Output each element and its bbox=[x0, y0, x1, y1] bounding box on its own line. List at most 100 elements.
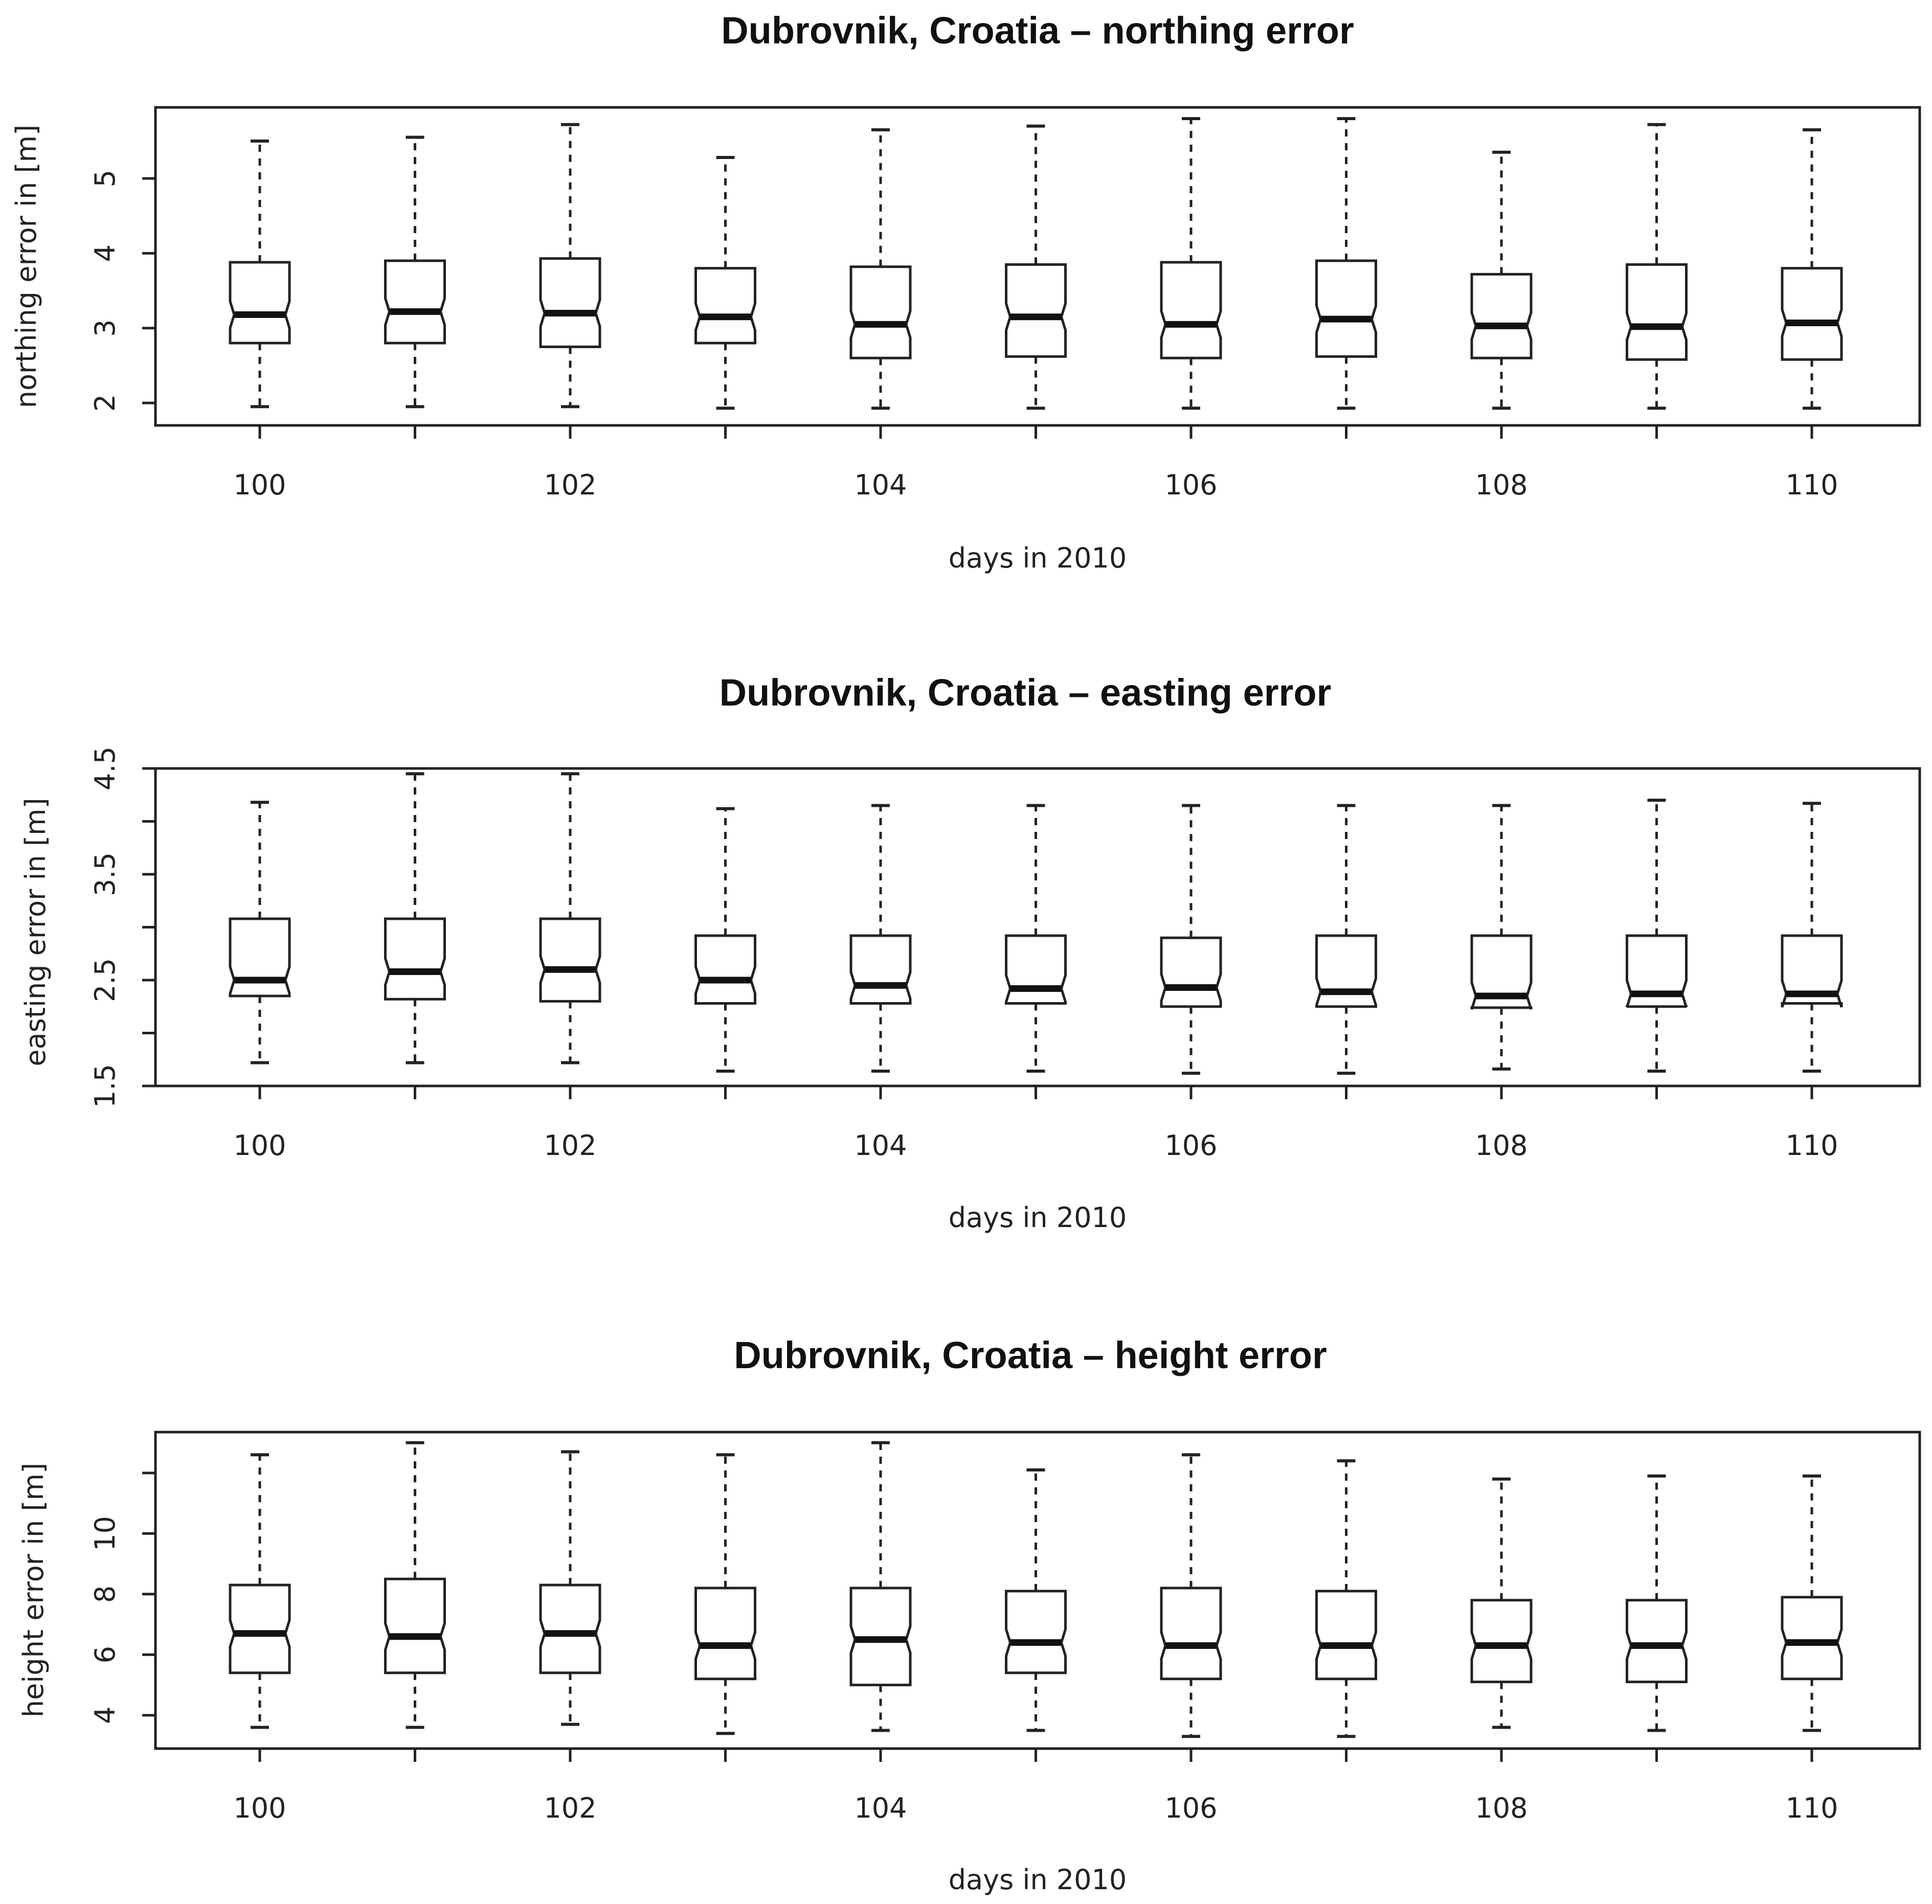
y-tick-label: 3 bbox=[89, 320, 121, 337]
iqr-box bbox=[1160, 261, 1222, 359]
iqr-box bbox=[1005, 934, 1067, 1005]
x-axis: 100102104106108110112114116118120 bbox=[233, 425, 1838, 501]
box-day-106 bbox=[1160, 804, 1222, 1075]
x-tick-label: 106 bbox=[1164, 469, 1217, 501]
iqr-box bbox=[384, 259, 446, 345]
iqr-box bbox=[539, 917, 601, 1003]
box-day-106 bbox=[1160, 1453, 1222, 1738]
height-error-panel: Dubrovnik, Croatia – height error height… bbox=[17, 1334, 1921, 1896]
box-day-104 bbox=[849, 804, 912, 1073]
box-day-102 bbox=[539, 123, 601, 409]
box-day-101 bbox=[384, 772, 446, 1064]
northing-error-panel: Dubrovnik, Croatia – northing error nort… bbox=[10, 9, 1921, 574]
y-tick-label: 3.5 bbox=[89, 852, 121, 896]
box-day-107 bbox=[1315, 804, 1377, 1075]
x-tick-label: 102 bbox=[544, 1792, 596, 1824]
box-day-105 bbox=[1005, 1468, 1067, 1732]
iqr-box bbox=[1315, 934, 1377, 1008]
boxes bbox=[229, 772, 1843, 1075]
x-tick-label: 104 bbox=[854, 469, 907, 501]
box-day-108 bbox=[1470, 1477, 1533, 1729]
iqr-box bbox=[1160, 1586, 1222, 1681]
y-tick-label: 2 bbox=[89, 394, 121, 412]
box-day-110 bbox=[1781, 128, 1843, 410]
boxes bbox=[229, 117, 1843, 410]
y-tick-label: 4 bbox=[89, 244, 121, 262]
panel-title: Dubrovnik, Croatia – height error bbox=[734, 1334, 1327, 1376]
x-tick-label: 100 bbox=[233, 469, 286, 501]
iqr-box bbox=[1626, 934, 1688, 1008]
y-axis-label: northing error in [m] bbox=[10, 125, 42, 409]
iqr-box bbox=[229, 917, 291, 998]
iqr-box bbox=[229, 261, 291, 345]
iqr-box bbox=[1626, 1599, 1688, 1684]
iqr-box bbox=[1626, 263, 1688, 361]
y-axis-label: easting error in [m] bbox=[19, 798, 52, 1066]
box-day-105 bbox=[1005, 804, 1067, 1073]
box-day-108 bbox=[1470, 804, 1533, 1071]
iqr-box bbox=[1315, 1590, 1377, 1681]
box-day-100 bbox=[229, 139, 291, 409]
x-tick-label: 110 bbox=[1785, 469, 1838, 501]
box-day-107 bbox=[1315, 117, 1377, 410]
y-tick-label: 8 bbox=[89, 1585, 121, 1603]
box-day-109 bbox=[1626, 799, 1688, 1073]
panel-title: Dubrovnik, Croatia – easting error bbox=[720, 671, 1332, 714]
x-axis: 100102104106108110112114116118120 bbox=[233, 1086, 1838, 1162]
iqr-box bbox=[849, 265, 912, 359]
box-day-101 bbox=[384, 135, 446, 409]
iqr-box bbox=[384, 917, 446, 1001]
y-axis: 1.5 2.5 3.5 4.5 bbox=[89, 746, 157, 1108]
box-day-107 bbox=[1315, 1459, 1377, 1738]
x-tick-label: 100 bbox=[233, 1129, 286, 1162]
panel-title: Dubrovnik, Croatia – northing error bbox=[721, 9, 1354, 52]
x-tick-label: 106 bbox=[1164, 1129, 1217, 1162]
iqr-box bbox=[849, 934, 912, 1005]
x-tick-label: 104 bbox=[854, 1129, 907, 1162]
y-axis-label: height error in [m] bbox=[17, 1463, 50, 1717]
iqr-box bbox=[694, 267, 756, 345]
iqr-box bbox=[1160, 936, 1222, 1008]
y-axis: 2 3 4 5 bbox=[89, 170, 157, 412]
iqr-box bbox=[1781, 267, 1843, 361]
x-tick-label: 106 bbox=[1164, 1792, 1217, 1824]
iqr-box bbox=[1470, 934, 1533, 1010]
y-tick-label: 1.5 bbox=[89, 1064, 121, 1108]
box-day-103 bbox=[694, 1453, 756, 1735]
y-axis: 4 6 8 10 bbox=[89, 1471, 157, 1724]
y-tick-label: 6 bbox=[89, 1646, 121, 1663]
x-tick-label: 108 bbox=[1475, 1129, 1527, 1162]
iqr-box bbox=[1315, 259, 1377, 358]
iqr-box bbox=[539, 257, 601, 348]
box-day-110 bbox=[1781, 1474, 1843, 1732]
box-day-104 bbox=[849, 1441, 912, 1732]
box-day-102 bbox=[539, 1450, 601, 1726]
box-day-103 bbox=[694, 156, 756, 410]
box-day-104 bbox=[849, 128, 912, 410]
iqr-box bbox=[539, 1583, 601, 1674]
iqr-box bbox=[1005, 1590, 1067, 1674]
x-axis-label: days in 2010 bbox=[949, 542, 1127, 574]
iqr-box bbox=[384, 1577, 446, 1674]
iqr-box bbox=[694, 934, 756, 1005]
box-day-100 bbox=[229, 801, 291, 1064]
box-day-102 bbox=[539, 772, 601, 1064]
iqr-box bbox=[1781, 934, 1843, 1008]
box-day-109 bbox=[1626, 1474, 1688, 1732]
iqr-box bbox=[1005, 263, 1067, 358]
easting-error-panel: Dubrovnik, Croatia – easting error easti… bbox=[19, 671, 1921, 1234]
iqr-box bbox=[694, 1586, 756, 1681]
x-tick-label: 102 bbox=[544, 469, 596, 501]
x-tick-label: 110 bbox=[1785, 1129, 1838, 1162]
x-tick-label: 108 bbox=[1475, 1792, 1527, 1824]
box-day-105 bbox=[1005, 124, 1067, 410]
y-tick-label: 5 bbox=[89, 170, 121, 187]
x-tick-label: 102 bbox=[544, 1129, 596, 1162]
box-day-100 bbox=[229, 1453, 291, 1729]
box-day-103 bbox=[694, 807, 756, 1073]
x-axis-label: days in 2010 bbox=[949, 1864, 1127, 1896]
x-tick-label: 100 bbox=[233, 1792, 286, 1824]
iqr-box bbox=[1781, 1596, 1843, 1681]
